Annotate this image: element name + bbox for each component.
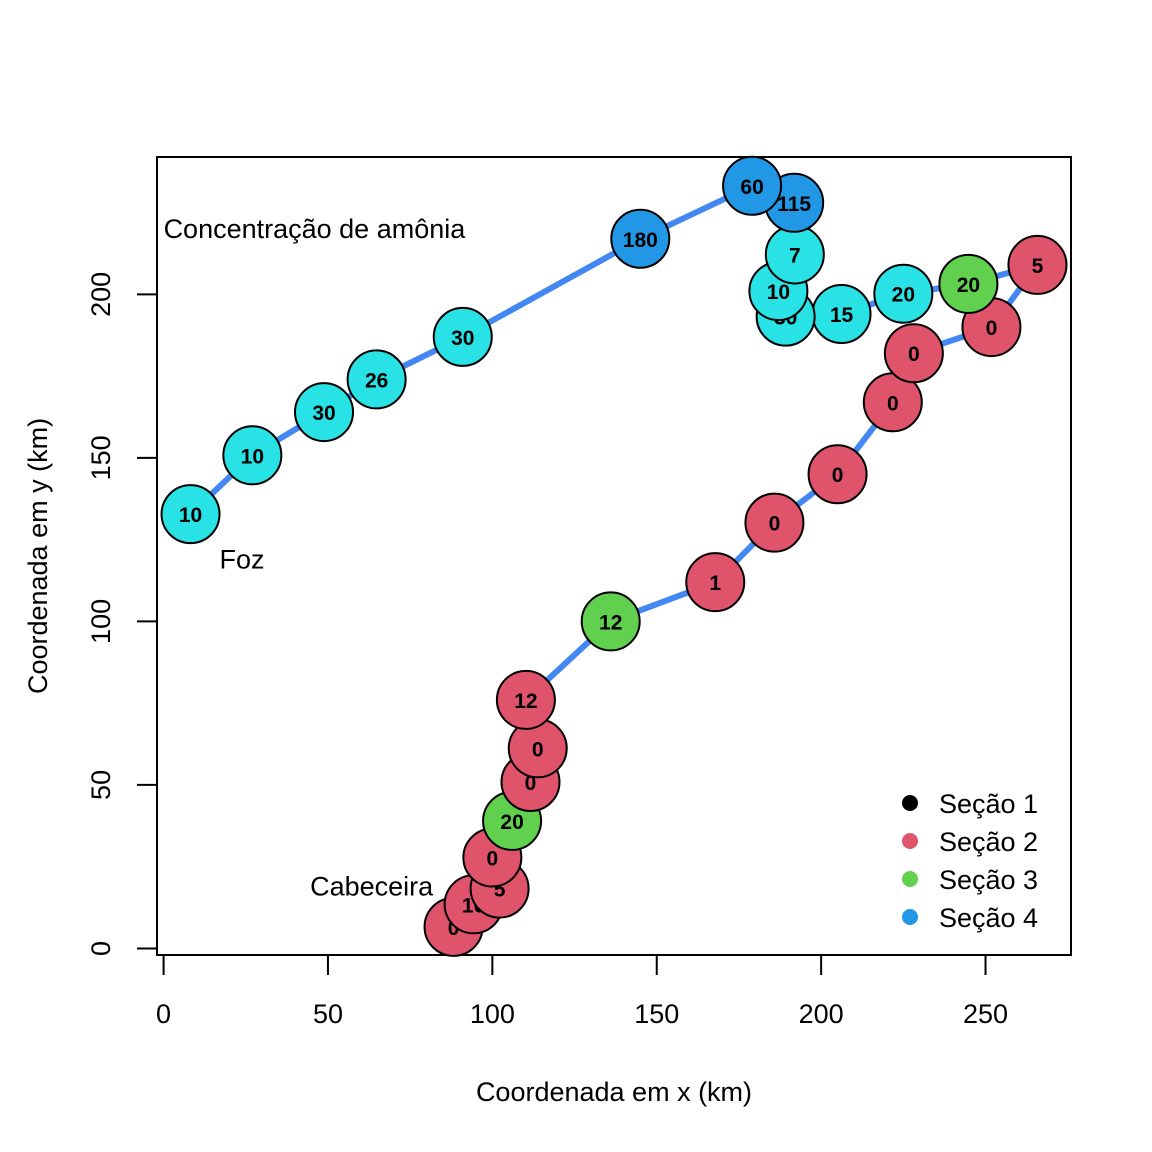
point-label: 0 [525,772,537,795]
x-tick-label: 250 [963,999,1008,1029]
legend: Seção 1 Seção 2 Seção 3 Seção 4 [902,789,1038,933]
point-marker [744,492,805,553]
y-axis-title: Coordenada em y (km) [23,418,53,694]
annotations-group: Concentração de amônia Foz Cabeceira [164,214,467,901]
point-label: 10 [767,281,790,304]
legend-item: Seção 1 [902,789,1038,819]
y-tick-label: 100 [86,599,116,644]
point-label: 30 [312,402,335,425]
x-tick-label: 0 [156,999,171,1029]
point-marker [346,349,407,410]
points-group: 0105020001212100000520201530107115601803… [160,155,1068,957]
point-label: 20 [892,284,915,307]
legend-item: Seção 4 [902,903,1038,933]
data-point: 7 [764,224,825,285]
point-label: 115 [777,193,811,216]
data-point: 10 [160,484,221,545]
data-point: 26 [346,349,407,410]
data-point: 180 [610,208,671,269]
point-marker [294,382,355,443]
data-point: 10 [222,425,283,486]
point-marker [722,155,783,216]
annotation-foz: Foz [219,544,264,574]
point-label: 10 [179,504,202,527]
x-tick-label: 100 [470,999,515,1029]
data-point: 15 [811,283,872,344]
point-label: 10 [241,445,264,468]
data-point: 30 [432,306,493,367]
x-tick-label: 200 [799,999,844,1029]
point-marker [685,552,746,613]
data-point: 60 [722,155,783,216]
point-label: 7 [789,244,801,267]
y-tick-label: 50 [86,770,116,800]
y-tick-label: 200 [86,272,116,317]
point-label: 0 [769,513,781,536]
point-marker [432,306,493,367]
point-marker [580,591,641,652]
point-label: 20 [500,811,523,834]
legend-marker-secao-3 [902,871,918,887]
legend-item: Seção 3 [902,865,1038,895]
data-point: 0 [883,323,944,384]
data-point: 30 [294,382,355,443]
point-label: 0 [532,738,544,761]
y-tick-label: 150 [86,435,116,480]
x-tick-label: 50 [313,999,343,1029]
annotation-cabeceira: Cabeceira [310,871,434,901]
point-label: 20 [957,274,980,297]
data-point: 20 [873,263,934,324]
point-label: 26 [365,369,388,392]
legend-item: Seção 2 [902,827,1038,857]
point-marker [873,263,934,324]
point-label: 0 [448,917,460,940]
y-axis: 0 50 100 150 200 [86,272,158,956]
point-label: 12 [514,690,537,713]
point-marker [1007,234,1068,295]
legend-label: Seção 2 [939,827,1038,857]
data-point: 12 [495,669,556,730]
point-label: 1 [709,572,721,595]
data-point: 0 [507,718,568,779]
annotation-title: Concentração de amônia [164,214,467,244]
point-label: 30 [451,327,474,350]
data-point: 1 [685,552,746,613]
plot-frame [156,156,1072,956]
point-label: 180 [623,229,658,252]
point-label: 0 [487,848,499,871]
point-marker [610,208,671,269]
point-label: 0 [832,464,844,487]
x-axis: 0 50 100 150 200 250 [156,954,1008,1029]
point-label: 0 [986,317,998,340]
y-tick-label: 0 [86,941,116,956]
data-point: 0 [807,444,868,505]
legend-marker-secao-1 [902,795,918,811]
data-point: 12 [580,591,641,652]
point-label: 5 [1032,255,1044,278]
point-label: 0 [908,343,920,366]
x-axis-title: Coordenada em x (km) [476,1077,752,1107]
point-marker [938,253,999,314]
data-point: 5 [1007,234,1068,295]
legend-label: Seção 3 [939,865,1038,895]
legend-marker-secao-2 [902,833,918,849]
point-label: 12 [599,611,622,634]
data-point: 20 [938,253,999,314]
point-marker [807,444,868,505]
x-tick-label: 150 [634,999,679,1029]
point-label: 60 [740,176,763,199]
legend-marker-secao-4 [902,909,918,925]
data-point: 0 [744,492,805,553]
point-marker [495,669,556,730]
point-marker [222,425,283,486]
legend-label: Seção 4 [939,903,1038,933]
point-marker [883,323,944,384]
point-marker [160,484,221,545]
legend-label: Seção 1 [939,789,1038,819]
point-label: 15 [830,304,854,327]
point-label: 0 [887,392,899,415]
